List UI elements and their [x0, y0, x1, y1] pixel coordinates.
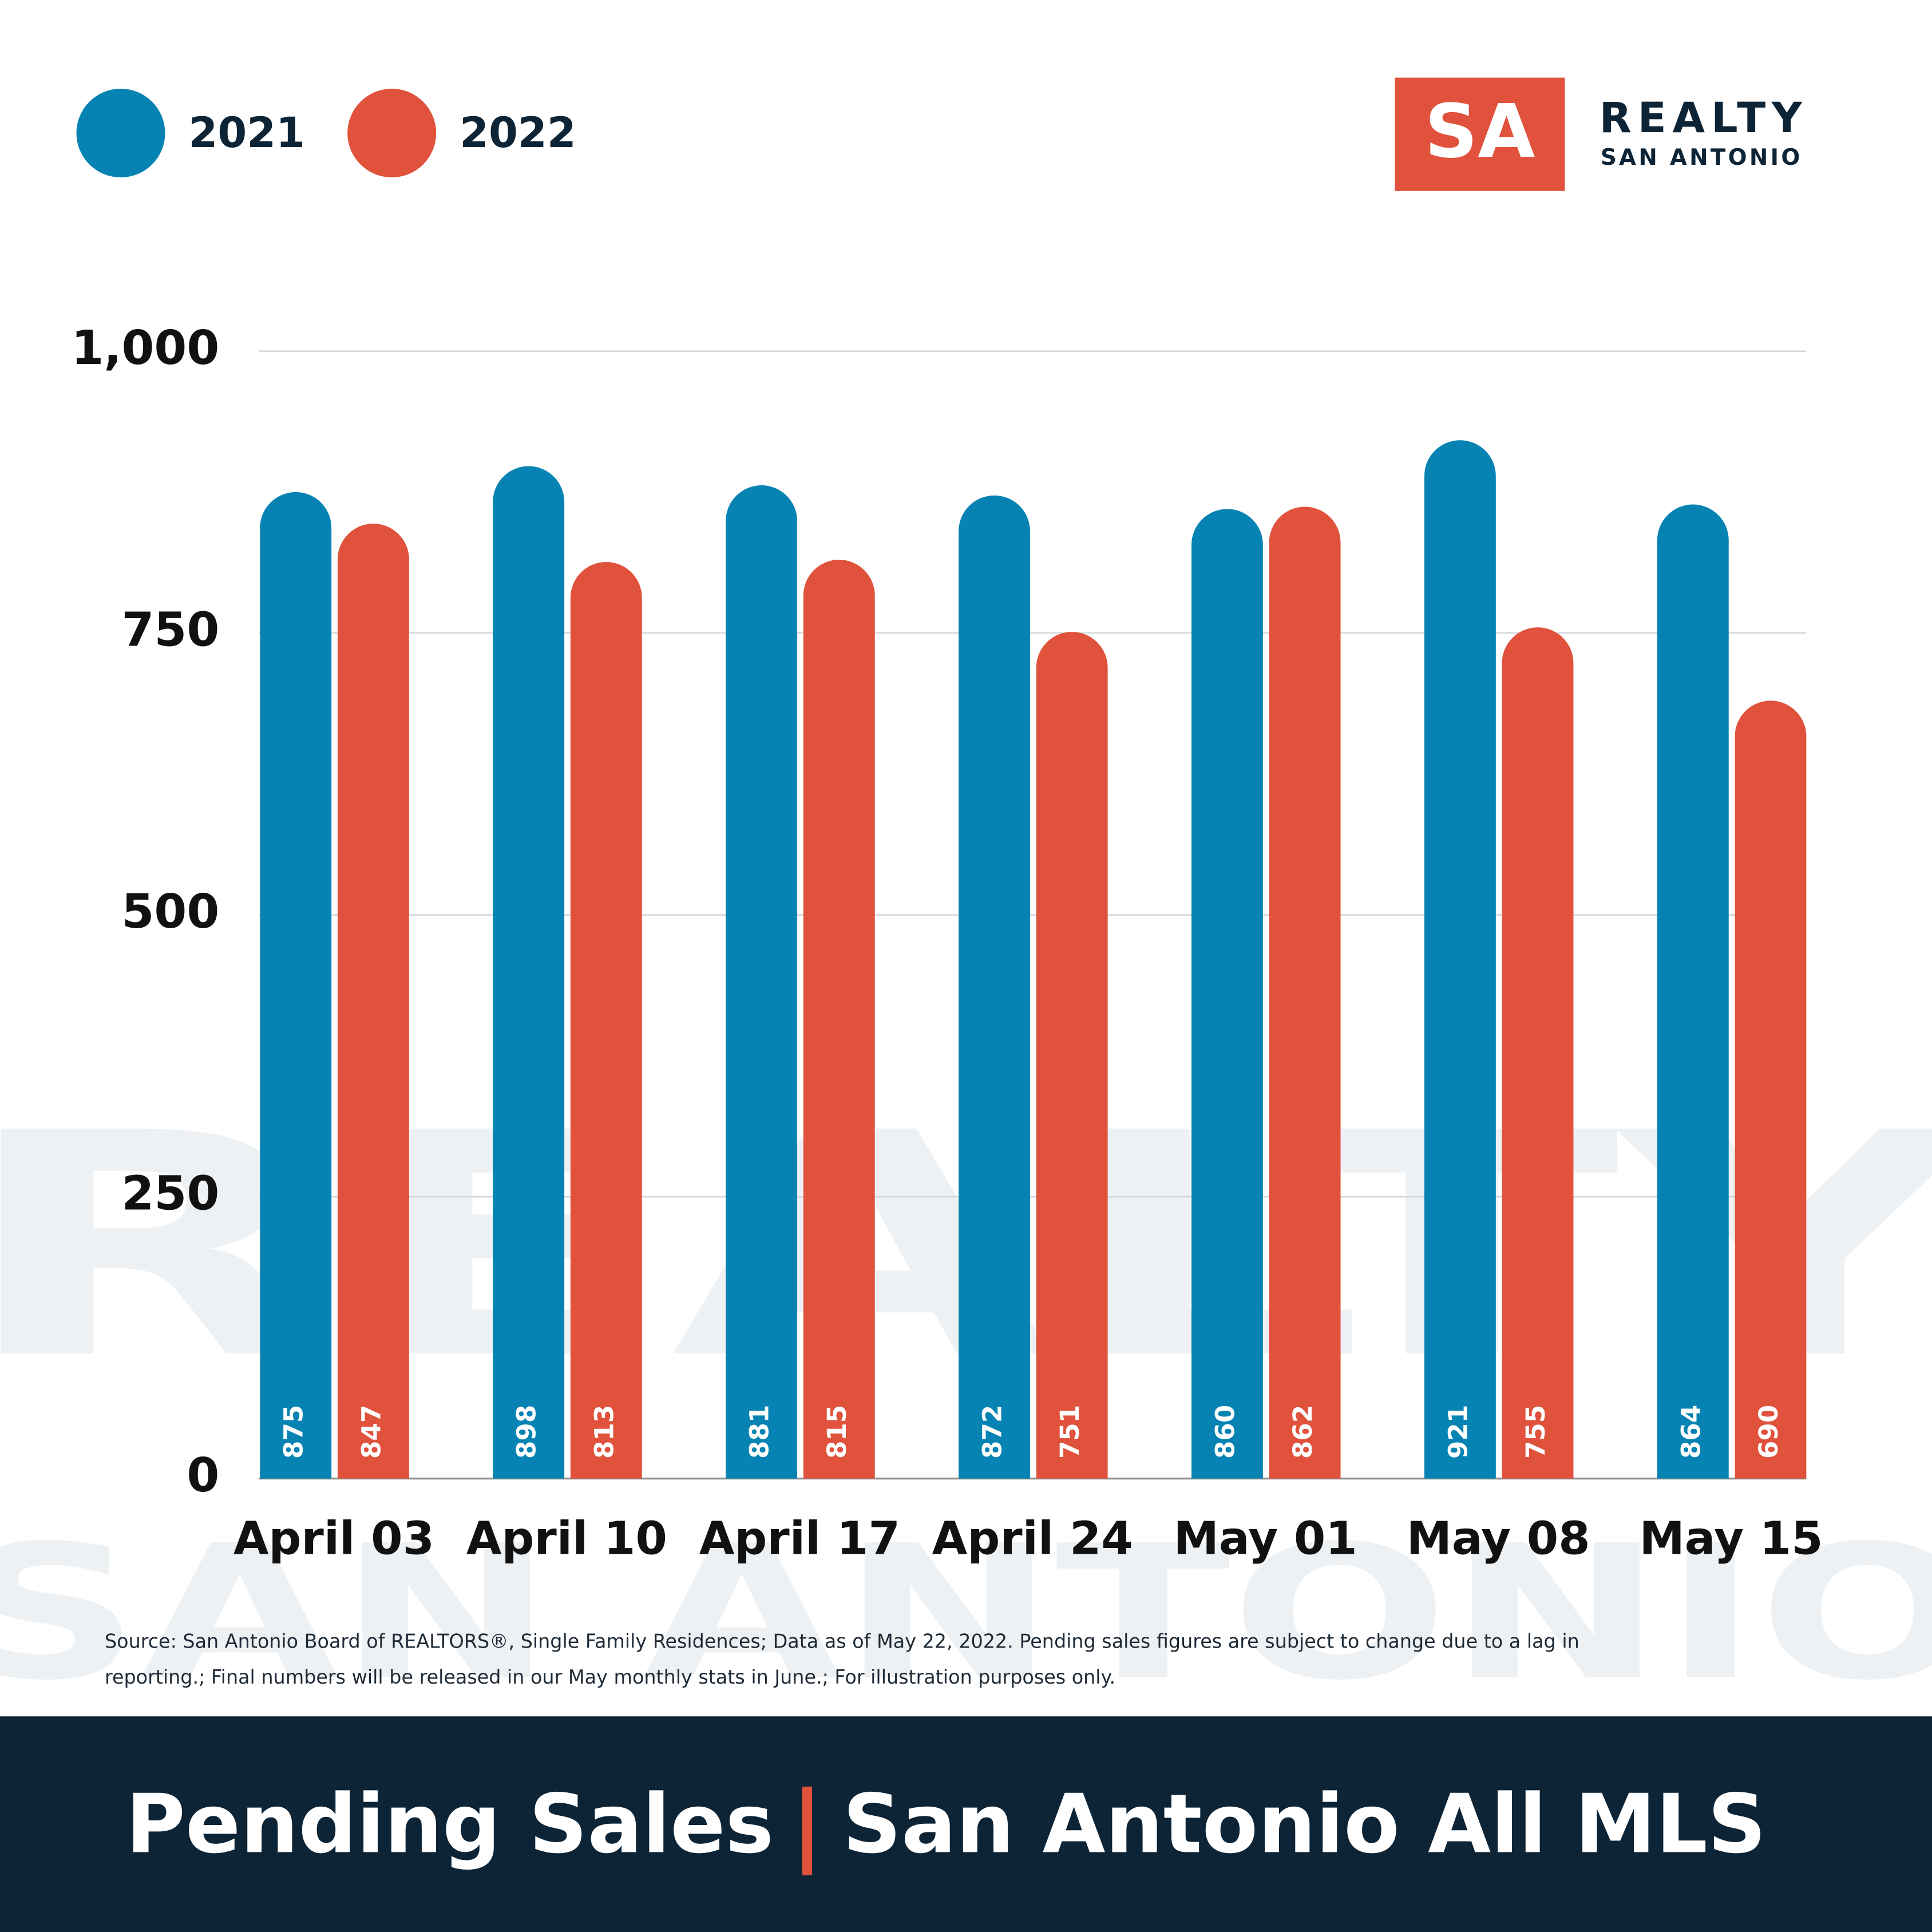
x-tick-label: April 24: [932, 1511, 1133, 1565]
logo-box: [1395, 77, 1565, 191]
x-tick-label: May 15: [1640, 1511, 1823, 1565]
legend-label: 2022: [460, 109, 576, 157]
bar: [726, 485, 798, 1479]
bar: [493, 466, 565, 1479]
data-label: 813: [589, 1405, 619, 1459]
legend-label: 2021: [188, 109, 305, 157]
bar: [803, 560, 875, 1479]
source-note: Source: San Antonio Board of REALTORS®, …: [105, 1630, 1579, 1653]
y-tick-label: 250: [121, 1167, 219, 1221]
x-tick-label: April 10: [466, 1511, 667, 1565]
title-separator: [802, 1786, 812, 1875]
bar: [570, 562, 642, 1479]
x-tick-label: May 01: [1174, 1511, 1357, 1565]
bar: [260, 492, 332, 1479]
x-tick-label: April 17: [699, 1511, 900, 1565]
y-tick-label: 750: [121, 603, 219, 658]
bar: [1424, 440, 1496, 1479]
bar: [337, 524, 409, 1479]
bar: [959, 495, 1030, 1479]
y-tick-label: 500: [121, 885, 219, 939]
source-note: reporting.; Final numbers will be releas…: [105, 1666, 1115, 1688]
data-label: 815: [822, 1405, 852, 1459]
plot: 0 250 500 750 1,000 April 03 875 847 April 10 898…: [72, 321, 1823, 1565]
bar: [1657, 504, 1729, 1479]
watermark-text: SAN ANTONIO: [0, 1506, 1932, 1721]
data-label: 860: [1210, 1405, 1240, 1459]
data-label: 898: [512, 1405, 542, 1459]
data-label: 921: [1443, 1405, 1473, 1459]
data-label: 875: [279, 1405, 309, 1459]
chart-subtitle: San Antonio All MLS: [843, 1776, 1767, 1871]
y-tick-label: 0: [187, 1448, 219, 1503]
data-label: 751: [1055, 1405, 1085, 1459]
data-label: 862: [1288, 1405, 1318, 1459]
logo-place: SAN ANTONIO: [1601, 145, 1803, 171]
logo-name: REALTY: [1600, 94, 1808, 142]
bar: [1036, 632, 1108, 1479]
title-banner: [0, 1716, 1932, 1932]
data-label: 755: [1521, 1405, 1551, 1459]
bar: [1191, 509, 1263, 1479]
data-label: 847: [356, 1405, 386, 1459]
x-tick-label: May 08: [1407, 1511, 1590, 1565]
x-tick-label: April 03: [233, 1511, 434, 1565]
y-tick-label: 1,000: [72, 321, 220, 375]
bar: [1502, 627, 1574, 1479]
chart-title: Pending Sales: [126, 1776, 774, 1871]
legend-swatch: [76, 89, 165, 178]
logo-mark: SA: [1424, 89, 1535, 175]
bar: [1269, 506, 1341, 1479]
data-label: 881: [745, 1405, 775, 1459]
bar: [1735, 700, 1807, 1479]
data-label: 872: [977, 1405, 1008, 1459]
legend-swatch: [347, 89, 437, 178]
data-label: 864: [1676, 1405, 1706, 1459]
data-label: 690: [1753, 1405, 1784, 1459]
